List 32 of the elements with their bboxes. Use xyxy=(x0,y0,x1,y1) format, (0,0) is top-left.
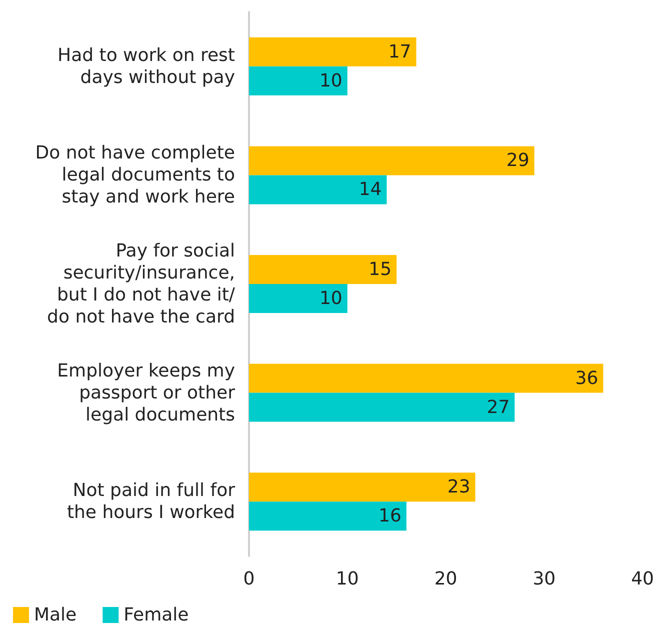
bar xyxy=(249,146,534,176)
data-label: 10 xyxy=(319,288,342,309)
bar xyxy=(249,502,406,531)
bar xyxy=(249,255,397,284)
y-tick-label: Had to work on rest days without pay xyxy=(58,44,236,88)
x-tick-label: 10 xyxy=(336,568,359,590)
data-label: 23 xyxy=(447,476,470,498)
bar xyxy=(249,37,416,66)
legend-label: Female xyxy=(124,604,189,626)
x-tick-label: 20 xyxy=(434,568,458,590)
data-label: 14 xyxy=(358,179,382,200)
data-label: 17 xyxy=(388,41,412,62)
bar xyxy=(249,66,348,96)
x-tick-label: 30 xyxy=(532,568,556,590)
bar xyxy=(249,472,476,502)
y-tick-label: Do not have complete legal documents to stay and work here xyxy=(35,142,235,208)
y-tick-label: Pay for social security/insurance, but I do not have it/ do not have the card xyxy=(47,240,236,328)
x-tick-label: 0 xyxy=(243,568,255,590)
data-label: 36 xyxy=(575,368,598,389)
data-label: 15 xyxy=(368,259,392,280)
bar xyxy=(249,284,348,313)
x-tick-label: 40 xyxy=(631,568,654,590)
y-tick-label: Employer keeps my passport or other legal documents xyxy=(57,360,236,426)
data-label: 16 xyxy=(378,506,402,527)
data-label: 27 xyxy=(486,396,510,418)
legend-label: Male xyxy=(34,604,77,626)
bar xyxy=(249,175,387,204)
bar xyxy=(249,364,604,393)
y-tick-label: Not paid in full for the hours I worked xyxy=(66,480,236,524)
data-label: 10 xyxy=(319,70,342,92)
data-label: 29 xyxy=(506,150,530,172)
bar xyxy=(249,392,515,422)
